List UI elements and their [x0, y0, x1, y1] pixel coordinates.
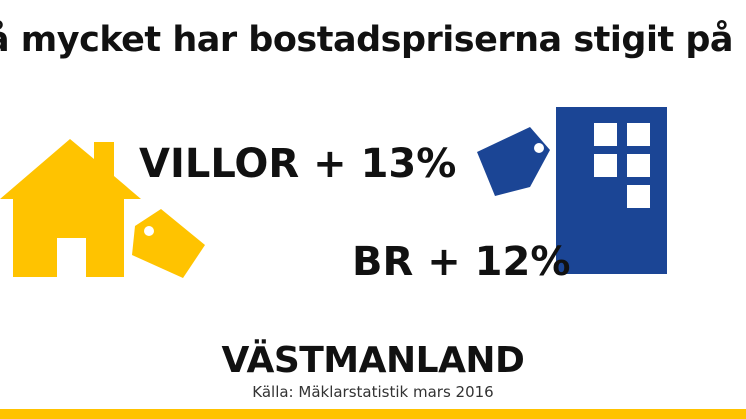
- apartment-building-icon: [556, 107, 667, 274]
- headline: å mycket har bostadspriserna stigit på 1…: [0, 18, 746, 62]
- br-stat: BR + 12%: [352, 239, 571, 285]
- source-text: Källa: Mäklarstatistik mars 2016: [252, 383, 494, 401]
- villor-stat: VILLOR + 13%: [139, 141, 457, 187]
- region-title: VÄSTMANLAND: [221, 340, 525, 381]
- headline-text: å mycket har bostadspriserna stigit på 1…: [0, 20, 746, 60]
- house-icon: [0, 139, 141, 277]
- price-tag-icon-yellow: [132, 209, 205, 278]
- bottom-stripe: [0, 409, 746, 419]
- price-tag-icon-blue: [477, 127, 550, 196]
